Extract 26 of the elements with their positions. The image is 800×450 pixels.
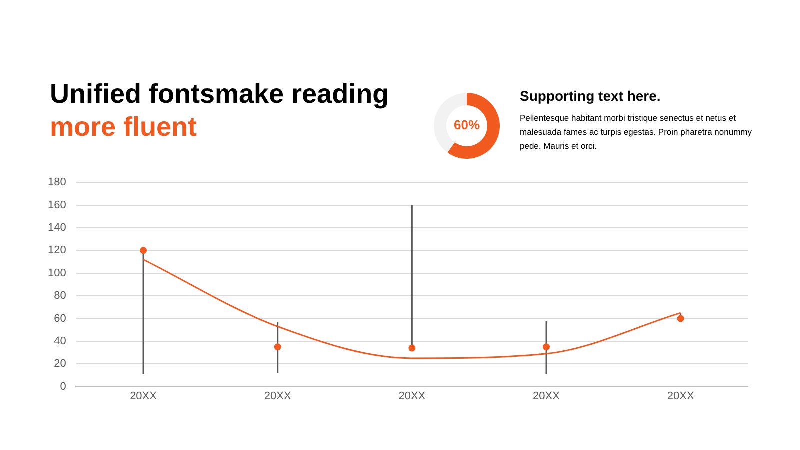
point — [677, 315, 684, 322]
x-tick-label: 20XX — [130, 390, 158, 402]
point — [408, 344, 416, 352]
y-tick-label: 80 — [54, 290, 66, 302]
x-tick-label: 20XX — [398, 390, 426, 402]
point — [140, 247, 148, 254]
y-tick-label: 40 — [54, 335, 66, 348]
y-tick-label: 100 — [48, 267, 66, 280]
text: Supporting text here. — [520, 88, 662, 104]
y-tick-label: 20 — [54, 358, 66, 370]
y-tick-label: 120 — [48, 244, 66, 257]
data-label: 60% — [454, 118, 480, 133]
y-tick-label: 140 — [48, 222, 66, 234]
point — [543, 344, 550, 351]
point — [274, 344, 282, 351]
y-tick-label: 160 — [48, 199, 66, 212]
x-tick-label: 20XX — [264, 390, 292, 402]
x-tick-label: 20XX — [533, 390, 561, 402]
chart-title: Unified fontsmake reading — [50, 78, 390, 111]
x-tick-label: 20XX — [667, 390, 695, 402]
y-tick-label: 60 — [54, 312, 66, 325]
text: Pellentesque habitant morbi tristique senectus et netus et malesuada fames ac turpis egestas. Proin pharetra nonummy pede. Mauris et orci. — [520, 112, 753, 153]
line-series — [142, 258, 682, 360]
y-tick-label: 180 — [48, 176, 66, 189]
y-tick-label: 0 — [60, 380, 66, 393]
chart-subtitle: more fluent — [50, 111, 198, 144]
